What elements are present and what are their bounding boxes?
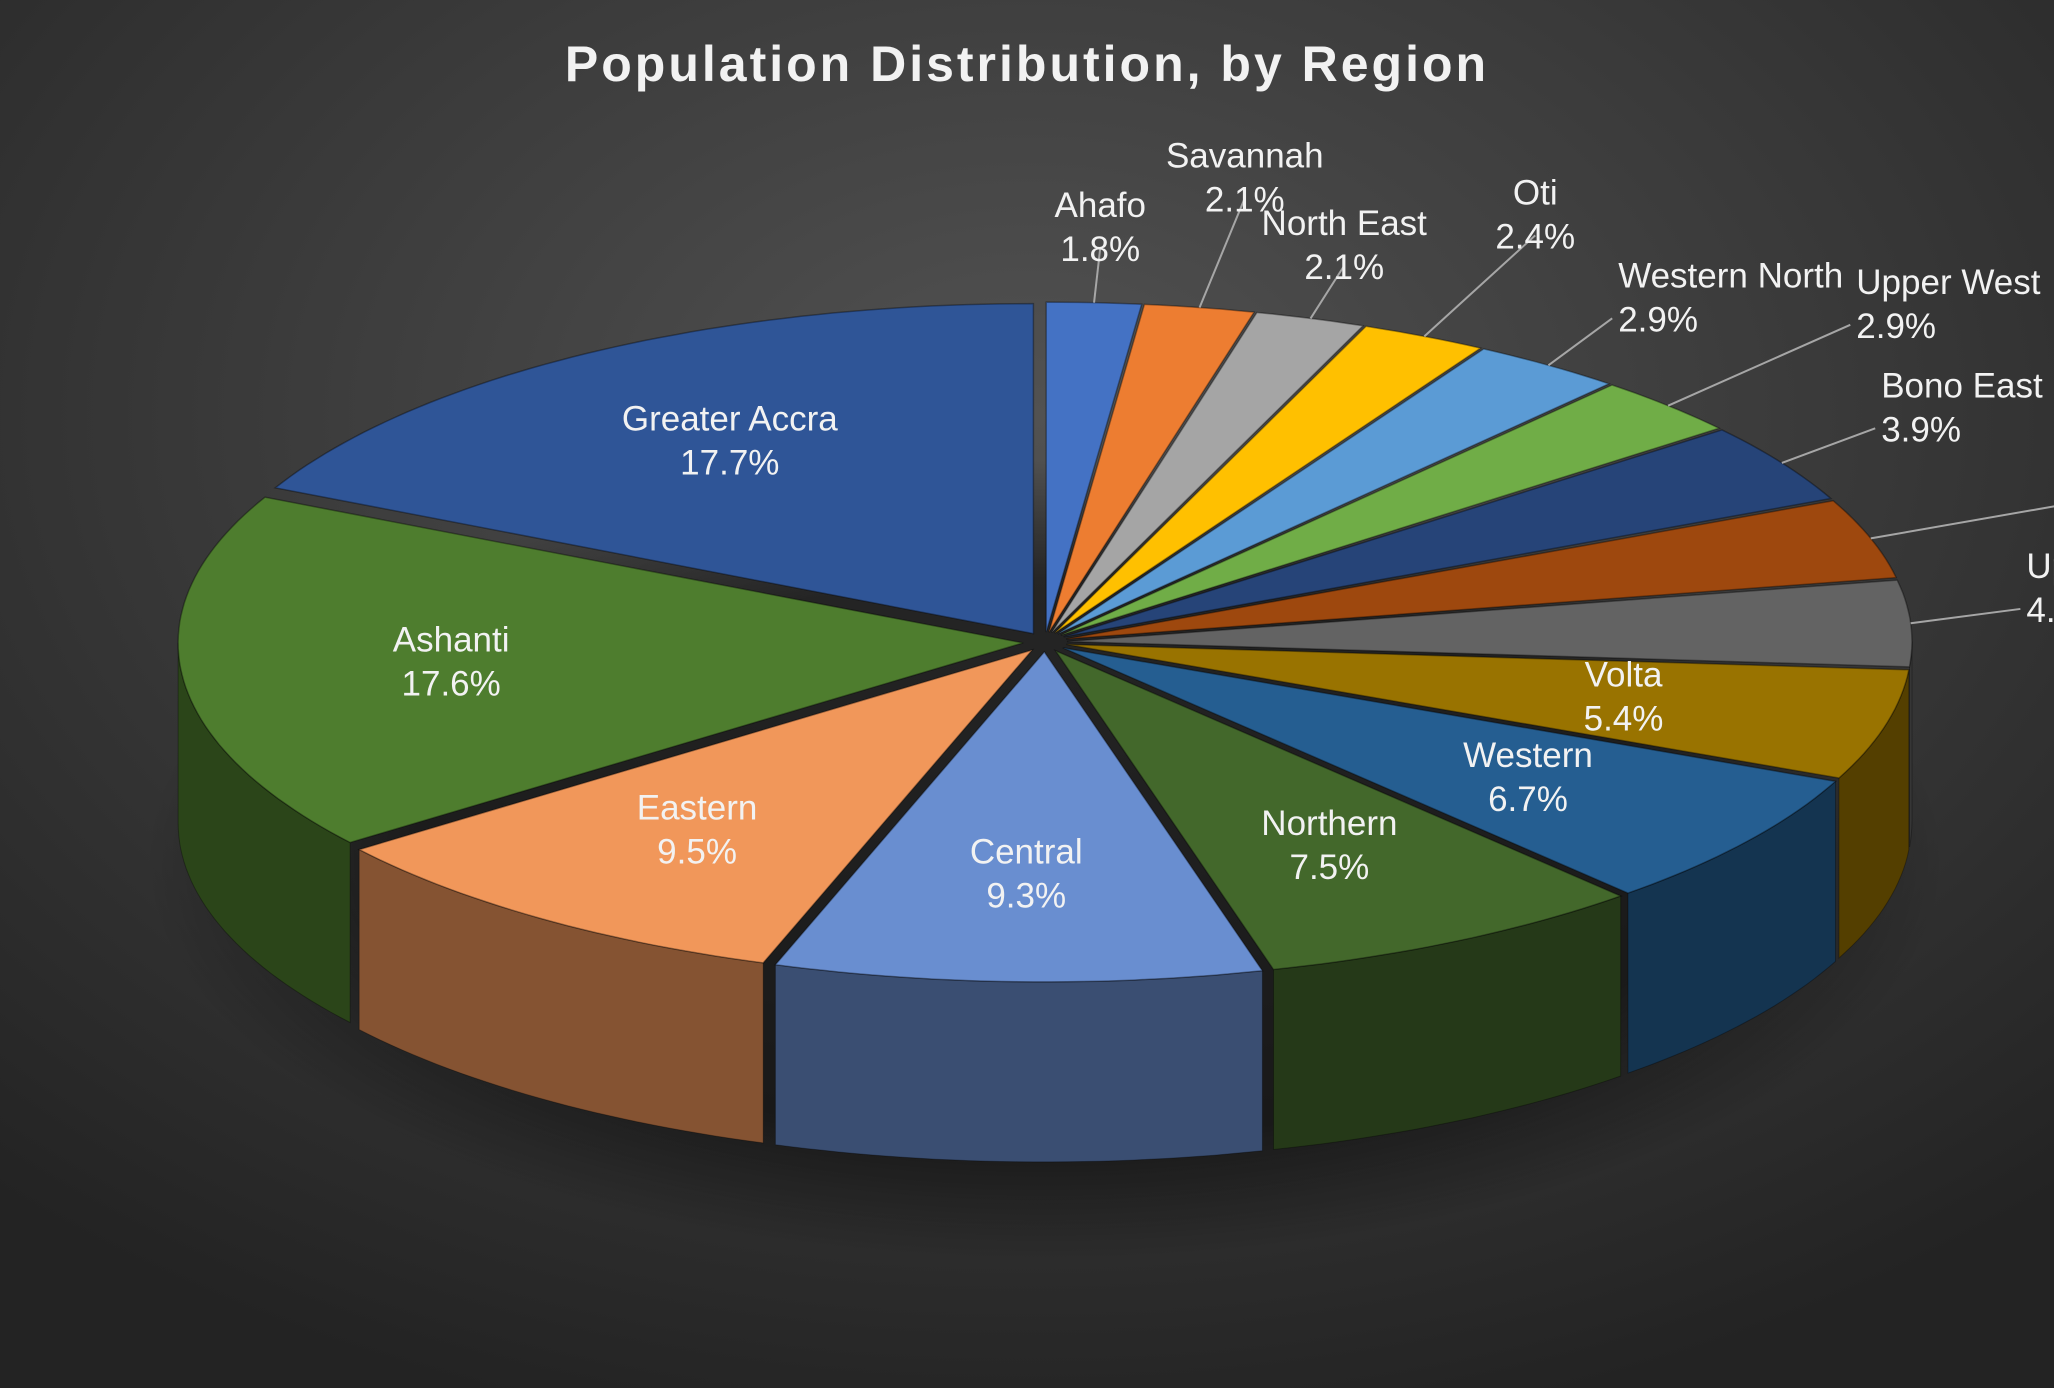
value-label: 2.4% [1495,218,1575,257]
category-label: Oti [1513,174,1558,213]
value-label: 2.9% [1856,307,1936,346]
value-label: 4.2% [2026,591,2054,630]
slice [1057,348,1612,635]
category-label: Ahafo [1055,186,1146,225]
category-label: Northern [1261,804,1397,843]
value-label: 2.1% [1304,248,1384,287]
value-label: 9.5% [657,833,737,872]
category-label: Central [970,832,1083,871]
slice-side [1909,641,1913,847]
category-label: Savannah [1166,136,1324,175]
leader-line [1198,197,1246,308]
chart-title: Population Distribution, by Region [565,36,1489,92]
leader-line [1870,505,2054,540]
category-label: Western North [1618,257,1843,296]
leader-line [1309,265,1346,319]
slice [1053,648,1623,971]
value-label: 17.7% [680,443,779,482]
leader-line [1910,607,2021,625]
value-label: 3.9% [1881,411,1961,450]
category-label: Western [1463,736,1593,775]
category-label: Eastern [637,789,758,828]
slice-side [774,964,1263,1163]
value-label: 2.9% [1618,301,1698,340]
value-label: 2.1% [1205,180,1285,219]
category-label: Greater Accra [622,399,838,438]
leader-line [1423,234,1536,338]
leader-line [1781,427,1876,464]
value-label: 6.7% [1488,780,1568,819]
slice [1065,499,1898,640]
slice [1048,303,1256,633]
slice [1060,384,1722,636]
category-label: Ashanti [393,621,510,660]
value-label: 17.6% [402,665,501,704]
value-label: 1.8% [1060,230,1140,269]
value-label: 9.3% [986,876,1066,915]
category-label: Bono East [1881,367,2043,406]
leader-line [1547,317,1613,367]
slice [273,302,1035,635]
category-label: Upper West [1856,263,2040,302]
slice [1063,429,1833,638]
value-label: 7.5% [1289,848,1369,887]
category-label: North East [1262,204,1428,243]
slice [357,648,1035,964]
leader-line [1667,323,1851,407]
slice [1062,647,1838,894]
slice [1066,643,1910,779]
slice [773,650,1264,983]
slice [1054,325,1483,634]
category-label: Upper East [2026,547,2054,586]
value-label: 5.4% [1584,700,1664,739]
slice [177,496,1024,844]
leader-line [1093,247,1102,303]
category-label: Volta [1585,656,1663,695]
